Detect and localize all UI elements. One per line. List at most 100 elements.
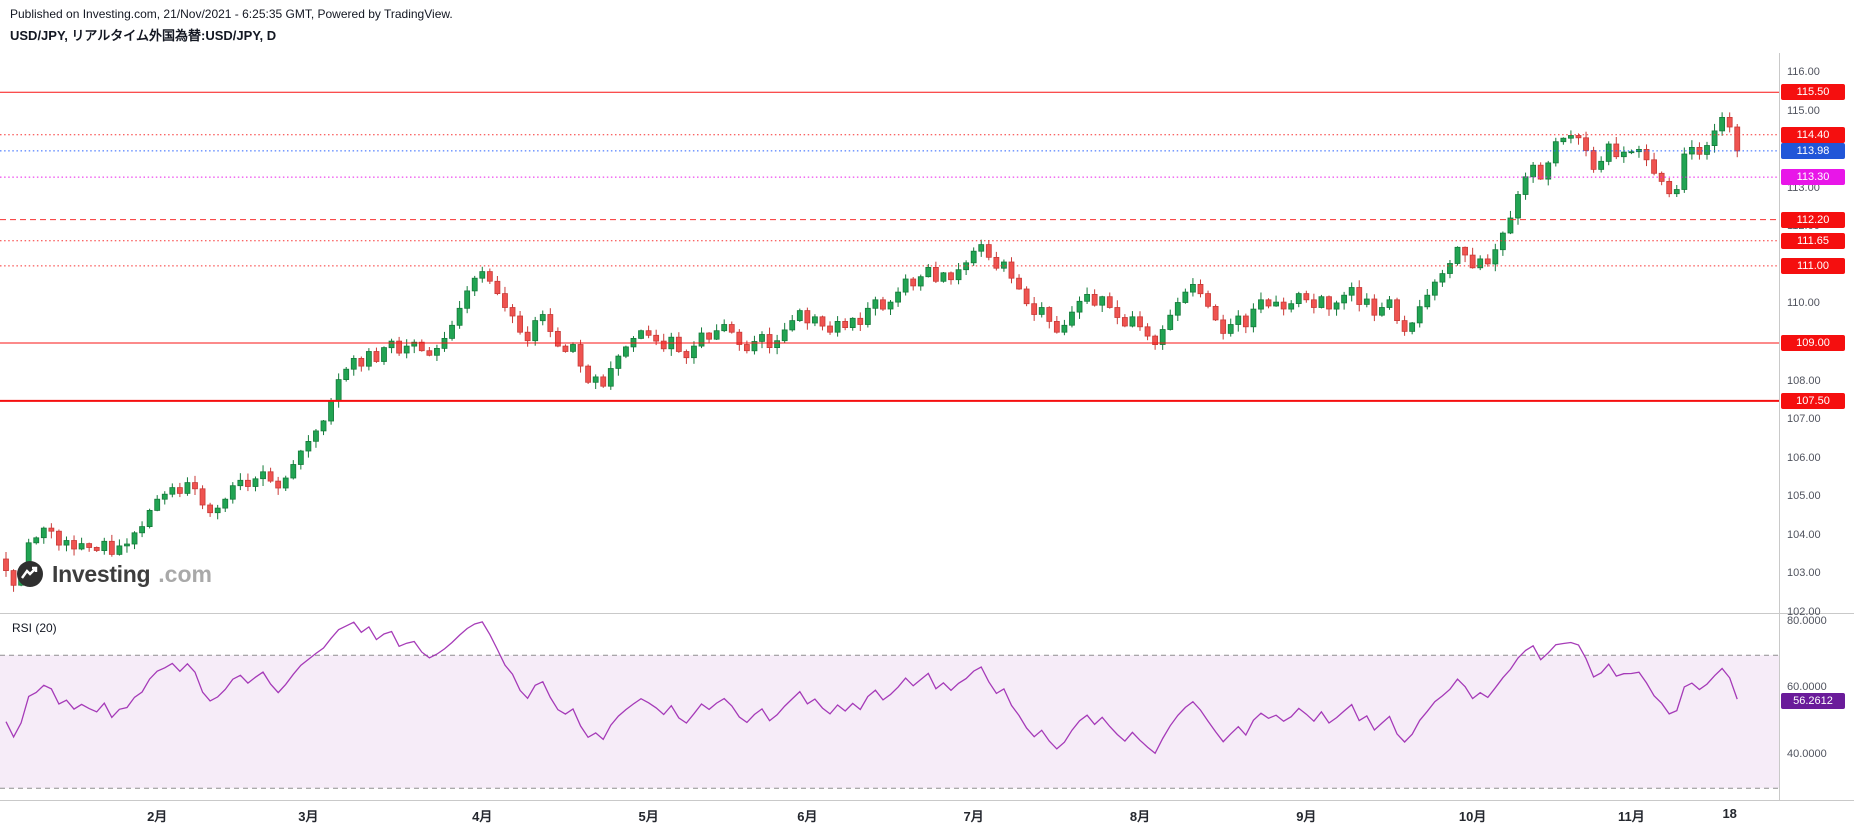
candle-body [1137,316,1143,328]
candle-body [1167,314,1174,330]
candle-body [781,329,788,342]
candle-body [229,485,236,500]
candle-body [350,357,357,370]
rsi-line [5,621,1738,755]
candle-body [1053,320,1060,333]
candle-body [93,546,100,551]
candle-body [1341,294,1348,304]
candle-body [290,464,297,479]
candle-body [101,540,108,551]
candle-body [1605,143,1612,162]
price-tick: 115.00 [1787,104,1820,117]
price-tick: 107.00 [1787,413,1821,426]
candle-body [1726,117,1733,128]
candle-body [1681,153,1688,190]
time-axis-label[interactable]: 6月 [797,809,818,824]
candle-body [40,527,47,539]
candle-body [86,543,93,548]
time-axis-label[interactable]: 11月 [1618,809,1645,824]
candle-body [1159,329,1166,345]
candle-body [970,250,977,264]
price-chart-pane[interactable] [0,53,1779,613]
candle-body [1560,137,1567,143]
candle-body [675,336,682,352]
candle-body [146,509,153,527]
candle-body [222,498,229,509]
candle-body [955,269,962,281]
candle-body [1220,319,1227,334]
candle-body [1492,249,1499,265]
time-axis-label[interactable]: 2月 [147,809,168,824]
candle-body [819,316,826,327]
candle-body [56,530,62,546]
time-axis-label[interactable]: 18 [1722,806,1737,821]
candle-body [857,317,864,325]
time-axis-label[interactable]: 8月 [1129,809,1151,824]
candle-body [1152,335,1159,346]
time-axis-label[interactable]: 10月 [1458,809,1487,824]
price-level-flag: 114.40 [1781,126,1845,143]
candle-body [1038,307,1045,315]
candle-body [426,350,433,356]
time-axis-label[interactable]: 7月 [963,809,984,824]
candle-body [570,344,576,352]
time-axis-label[interactable]: 3月 [298,809,319,824]
time-axis-label[interactable]: 9月 [1296,809,1317,824]
candle-body [1379,307,1385,316]
candle-body [1190,283,1196,293]
candle-body [184,482,191,494]
candle-body [1568,135,1574,139]
candle-body [1235,315,1242,325]
rsi-pane[interactable] [0,615,1779,800]
candle-body [577,344,584,367]
candle-body [252,478,259,487]
candle-body [1084,293,1090,302]
candle-body [1462,246,1468,256]
candle-body [245,479,251,487]
candle-body [502,293,508,308]
candle-body [373,351,380,362]
candle-body [108,540,115,555]
candle-body [1280,301,1287,310]
time-axis-label[interactable]: 5月 [638,809,659,824]
candle-body [1288,303,1295,310]
candle-body [403,345,410,354]
candle-body [1386,299,1393,308]
candle-body [547,314,554,332]
time-axis-label[interactable]: 4月 [472,809,493,824]
candle-body [464,290,471,309]
candle-body [827,325,833,333]
candle-body [948,272,954,281]
candle-body [1258,299,1264,310]
candle-body [683,351,690,359]
candle-body [358,357,365,367]
candle-body [721,324,728,332]
candle-body [1734,126,1741,152]
candle-body [3,558,9,572]
candle-body [434,347,440,356]
candle-body [1704,145,1710,155]
candle-body [524,331,531,342]
candle-body [192,482,198,490]
candle-body [706,332,712,340]
candle-body [1016,277,1022,290]
candle-body [978,244,985,252]
candle-body [834,320,841,333]
candle-body [993,256,1000,269]
candle-body [1031,303,1038,315]
candle-body [1469,254,1476,269]
candle-body [872,299,879,309]
candle-body [1273,301,1279,307]
candle-body [214,507,221,514]
candle-body [1265,299,1272,307]
candle-body [1363,298,1370,305]
symbol-title: USD/JPY, リアルタイム外国為替:USD/JPY, D [10,28,277,43]
candle-body [388,340,395,349]
candle-body [1023,288,1030,305]
candle-body [335,379,342,402]
rsi-tick: 80.0000 [1787,614,1827,627]
candle-body [1242,315,1249,328]
candle-body [1348,287,1355,296]
candle-body [479,271,486,279]
candle-body [282,477,289,489]
